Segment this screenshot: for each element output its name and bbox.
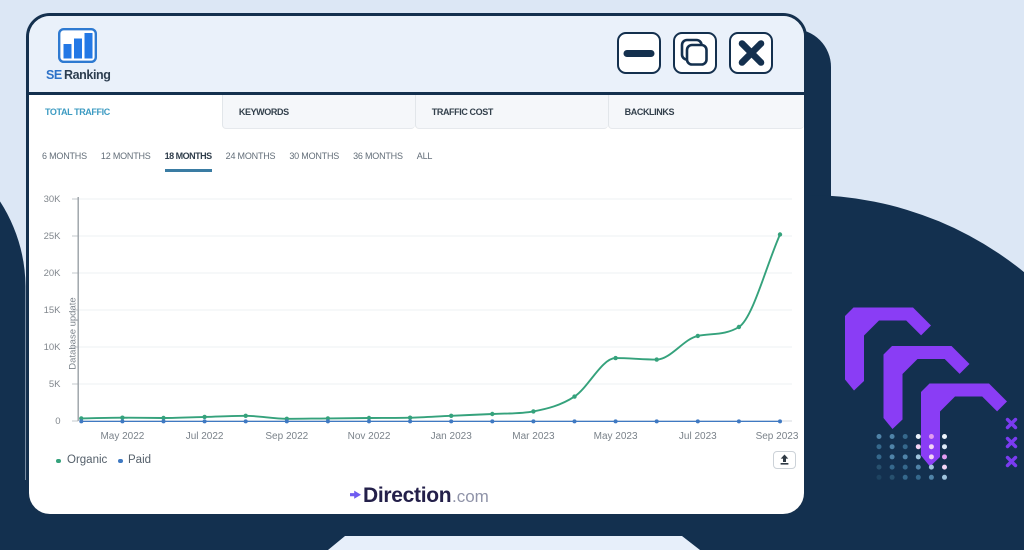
svg-text:5K: 5K bbox=[49, 379, 61, 390]
svg-text:Sep 2023: Sep 2023 bbox=[756, 431, 799, 442]
svg-text:30K: 30K bbox=[44, 194, 62, 205]
svg-text:May 2023: May 2023 bbox=[594, 431, 638, 442]
svg-text:Jul 2022: Jul 2022 bbox=[186, 431, 224, 442]
svg-text:Jan 2023: Jan 2023 bbox=[431, 431, 473, 442]
svg-text:15K: 15K bbox=[44, 305, 62, 316]
svg-text:Sep 2022: Sep 2022 bbox=[265, 431, 308, 442]
svg-text:Direction: Direction bbox=[363, 484, 451, 507]
svg-text:0: 0 bbox=[55, 416, 60, 427]
svg-text:10K: 10K bbox=[44, 342, 62, 353]
svg-text:Database update: Database update bbox=[68, 297, 79, 369]
svg-text:Nov 2022: Nov 2022 bbox=[348, 431, 391, 442]
svg-text:25K: 25K bbox=[44, 231, 62, 242]
svg-text:May 2022: May 2022 bbox=[100, 431, 144, 442]
svg-text:Mar 2023: Mar 2023 bbox=[512, 431, 555, 442]
svg-text:Jul 2023: Jul 2023 bbox=[679, 431, 717, 442]
svg-text:.com: .com bbox=[452, 487, 489, 506]
svg-text:20K: 20K bbox=[44, 268, 62, 279]
